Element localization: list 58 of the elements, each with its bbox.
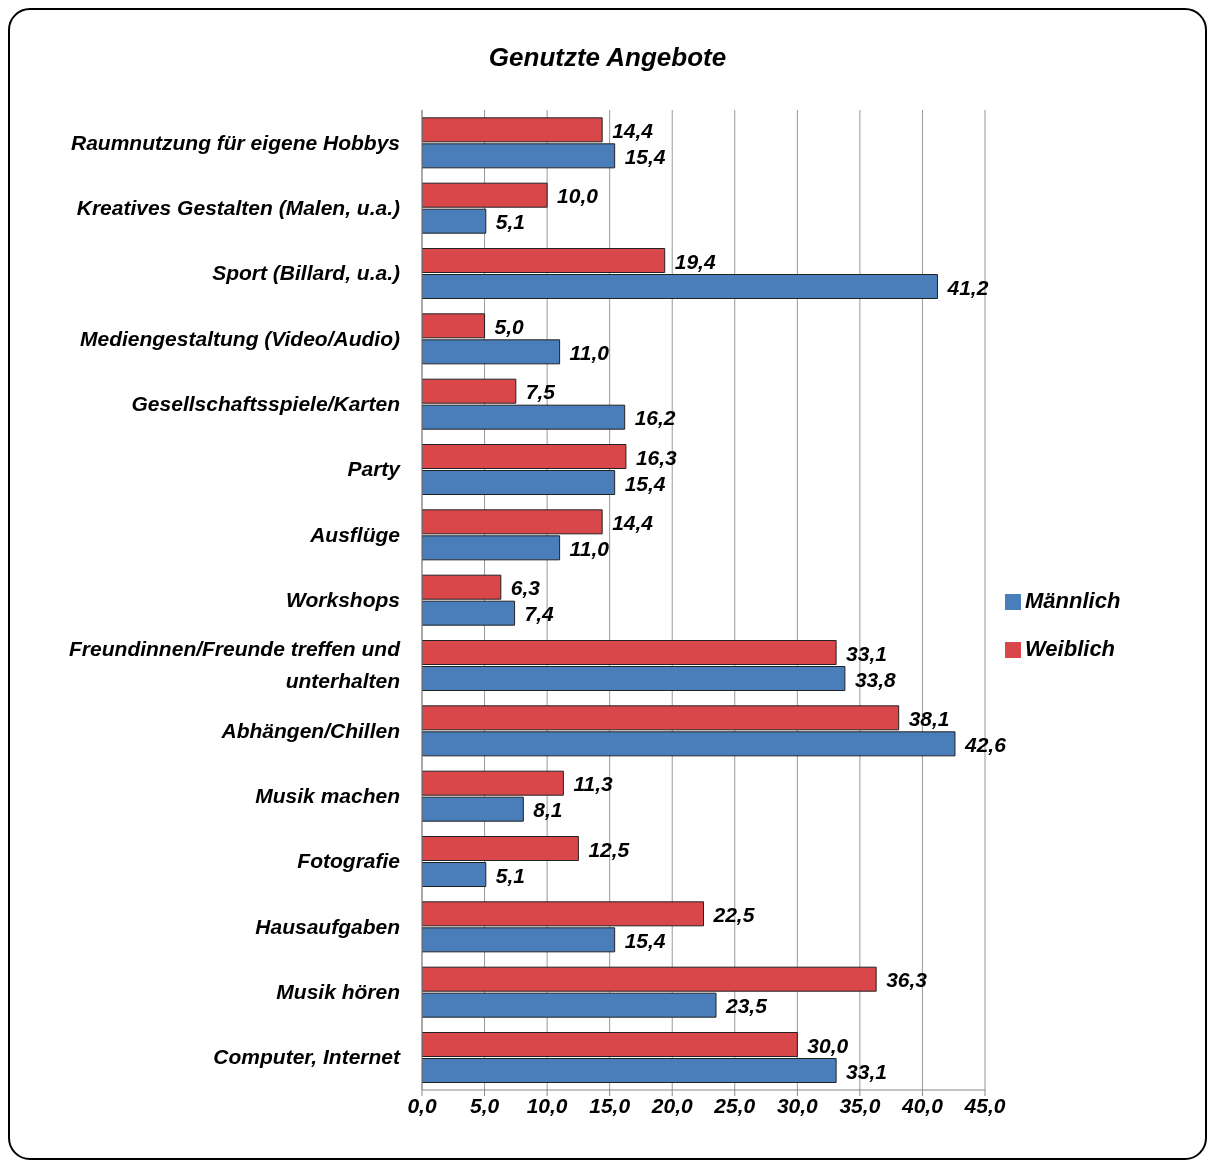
y-tick-label: Musik hören [276,980,400,1003]
legend-label: Weiblich [1025,636,1116,661]
data-label: 15,4 [624,144,666,168]
data-label: 11,0 [569,340,610,364]
x-tick-label: 10,0 [526,1093,568,1117]
data-label: 15,4 [624,471,666,495]
data-label: 7,4 [524,602,555,626]
y-tick-label: Musik machen [255,784,400,807]
x-tick-label: 20,0 [650,1093,693,1117]
data-label: 33,1 [846,641,887,665]
y-tick-label: Abhängen/Chillen [220,718,400,742]
data-label: 30,0 [807,1033,849,1057]
y-tick-label: Freundinnen/Freunde treffen und unterhalten [69,637,402,693]
chart-title: Genutzte Angebote [487,42,728,73]
data-label: 10,0 [557,184,599,208]
data-label: 11,3 [573,772,614,796]
data-label: 16,3 [635,445,678,469]
y-tick-label: Mediengestaltung (Video/Audio) [79,326,400,350]
data-label: 22,5 [712,902,755,926]
data-label: 6,3 [510,576,541,600]
y-tick-label: Ausflüge [309,522,401,546]
data-label: 5,1 [495,210,526,234]
x-tick-label: 30,0 [776,1093,819,1117]
x-tick-label: 40,0 [901,1093,944,1117]
data-label: 5,0 [494,314,525,338]
data-label: 38,1 [908,706,950,730]
y-tick-label: Raumnutzung für eigene Hobbys [70,130,400,154]
data-label: 14,4 [612,510,654,534]
x-tick-label: 15,0 [589,1093,631,1117]
x-tick-label: 0,0 [407,1093,437,1117]
data-label: 8,1 [533,798,563,822]
x-tick-label: 45,0 [963,1093,1006,1117]
data-label: 11,0 [569,536,610,560]
data-label: 33,1 [846,1059,887,1083]
y-tick-label: Gesellschaftsspiele/Karten [131,392,400,415]
legend-label: Männlich [1025,588,1121,613]
y-tick-label: Hausaufgaben [255,914,400,938]
x-tick-label: 5,0 [469,1093,500,1117]
data-label: 7,5 [525,380,556,404]
data-label: 23,5 [725,994,768,1018]
data-label: 19,4 [674,249,716,273]
y-tick-label: Party [347,457,402,481]
data-label: 15,4 [624,928,666,952]
x-tick-label: 35,0 [839,1093,881,1117]
y-tick-label: Workshops [286,588,400,611]
data-label: 16,2 [634,406,676,430]
data-label: 5,1 [495,863,526,887]
data-label: 33,8 [854,667,897,691]
data-label: 42,6 [963,732,1007,756]
data-label: 12,5 [588,837,630,861]
y-tick-label: Kreatives Gestalten (Malen, u.a.) [76,196,400,219]
data-label: 36,3 [886,968,928,992]
y-tick-label: Fotografie [297,849,401,873]
data-label: 14,4 [612,118,654,142]
y-tick-label: Computer, Internet [213,1045,401,1069]
y-tick-label: Sport (Billard, u.a.) [212,261,400,285]
data-label: 41,2 [946,275,989,299]
x-tick-label: 25,0 [713,1093,756,1117]
